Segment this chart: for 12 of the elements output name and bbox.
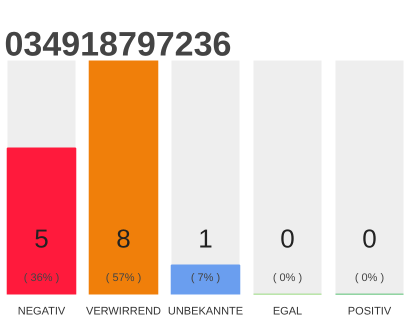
x-tick-label: UNBEKANNTE	[168, 306, 244, 318]
data-label: 5 ( 36% )	[24, 224, 60, 284]
x-tick-label: VERWIRREND	[86, 306, 162, 318]
data-label: 0 ( 0% )	[272, 224, 302, 284]
bar	[170, 264, 240, 294]
x-tick-label: POSITIV	[348, 306, 392, 318]
data-label: 8 ( 57% )	[106, 224, 142, 284]
x-tick-label: NEGATIV	[18, 306, 66, 318]
data-label: 0 ( 0% )	[354, 224, 384, 284]
chart-title: 034918797236	[4, 26, 232, 64]
data-label: 1 ( 7% )	[190, 224, 220, 284]
x-tick-label: EGAL	[272, 306, 302, 318]
